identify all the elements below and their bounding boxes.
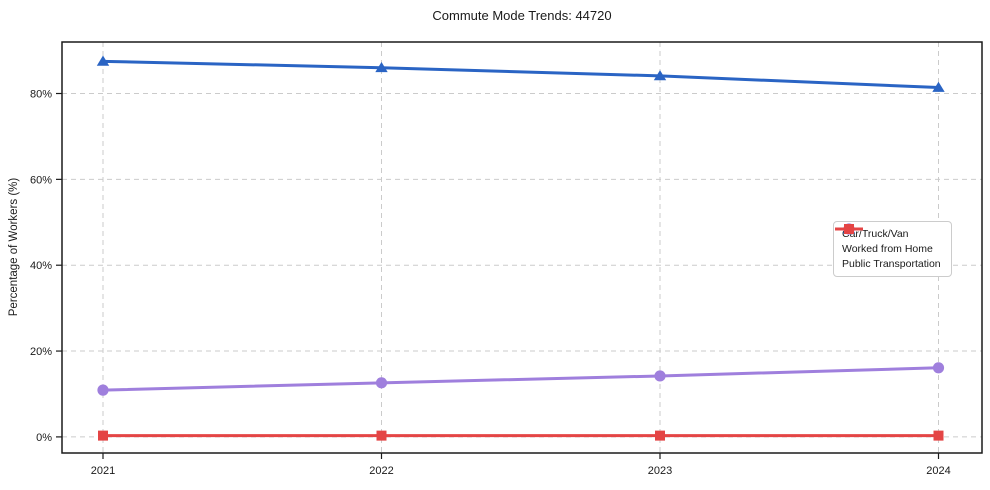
series-marker-worked-from-home [97,384,109,396]
y-tick-label: 20% [30,346,52,358]
series-marker-public-transportation [376,430,387,441]
plot-frame [61,41,983,454]
series-marker-worked-from-home [932,362,945,374]
y-tick-label: 0% [36,432,52,444]
legend-item-worked-from-home: Worked from Home [835,223,941,255]
y-tick-label: 40% [30,260,52,272]
legend-label: Worked from Home [842,243,933,255]
series-marker-public-transportation [655,430,665,441]
x-tick-label: 2024 [926,465,950,477]
series-marker-car-truck-van [375,61,388,73]
series-marker-worked-from-home [375,377,388,389]
series-marker-worked-from-home [654,370,666,382]
y-tick-label: 80% [30,89,52,101]
series-marker-car-truck-van [96,55,110,66]
x-tick-label: 2022 [369,465,393,477]
legend-marker-square-icon [835,224,863,234]
legend-sample-marker [844,224,854,234]
legend-item-public-transportation: Public Transportation [835,224,941,270]
series-marker-public-transportation [98,430,108,441]
y-tick-label: 60% [30,174,52,186]
series-marker-car-truck-van [653,70,667,81]
series-marker-car-truck-van [932,81,945,92]
legend-label: Public Transportation [842,258,941,270]
x-tick-label: 2023 [648,465,672,477]
chart-title: Commute Mode Trends: 44720 [432,8,612,23]
series-line-worked-from-home [101,366,940,392]
series-worked-from-home [97,362,945,396]
legend: Car/Truck/Van Worked from Home Public Tran… [833,221,952,277]
series-line-car-truck-van [101,59,940,89]
series-car-truck-van [96,55,945,92]
x-tick-label: 2021 [91,465,115,477]
series-marker-public-transportation [933,430,944,441]
legend-label: Car/Truck/Van [842,228,909,240]
series-public-transportation [98,430,944,441]
